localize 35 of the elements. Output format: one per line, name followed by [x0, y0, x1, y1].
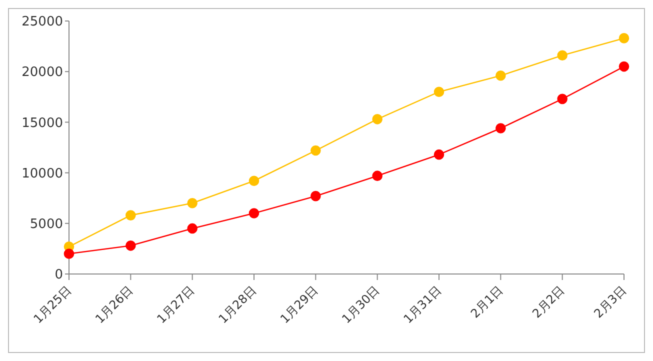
- point: [618, 61, 630, 72]
- x-tick-label: 2月3日: [591, 283, 629, 321]
- x-tick-label: 1月29日: [278, 283, 321, 326]
- y-tick-label: 20000: [22, 65, 63, 80]
- point: [496, 70, 506, 81]
- point: [64, 248, 74, 259]
- point: [248, 208, 260, 218]
- point: [618, 33, 630, 44]
- y-tick-label: 25000: [22, 14, 63, 30]
- point: [248, 176, 260, 186]
- y-tick-label: 15000: [22, 116, 63, 131]
- point: [372, 170, 382, 181]
- y-tick-label: 5000: [30, 217, 63, 232]
- point: [126, 210, 136, 220]
- point: [372, 114, 382, 124]
- point: [310, 145, 321, 156]
- point: [557, 94, 568, 104]
- y-tick-label: 0: [54, 268, 63, 283]
- point: [434, 149, 444, 160]
- point: [187, 198, 198, 208]
- x-tick-label: 1月28日: [216, 283, 259, 326]
- x-tick-label: 1月27日: [154, 283, 198, 326]
- point: [496, 123, 506, 134]
- point: [187, 223, 198, 234]
- y-tick-label: 10000: [22, 166, 63, 182]
- x-tick-label: 2月1日: [468, 283, 506, 321]
- x-tick-label: 1月30日: [339, 283, 382, 326]
- x-tick-label: 1月26日: [92, 283, 136, 326]
- point: [126, 240, 136, 251]
- point: [557, 50, 568, 61]
- x-tick-label: 1月25日: [30, 283, 74, 326]
- point: [434, 86, 444, 97]
- x-tick-label: 2月2日: [530, 283, 568, 321]
- point: [310, 190, 321, 202]
- x-tick-label: 1月31日: [400, 283, 444, 326]
